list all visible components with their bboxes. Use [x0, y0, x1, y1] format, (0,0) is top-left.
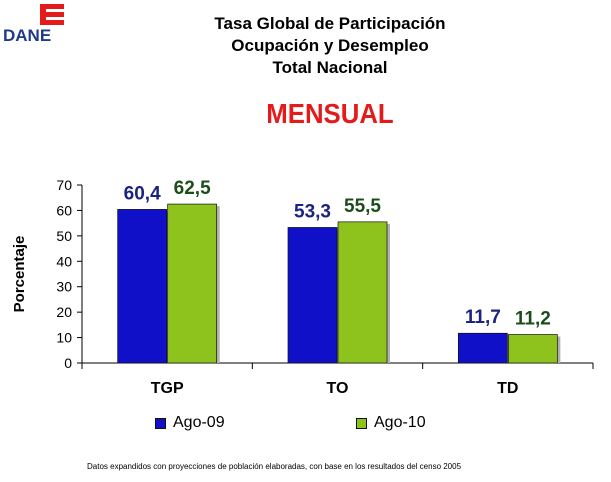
y-tick-label: 20: [56, 304, 72, 320]
chart-subtitle: MENSUAL: [266, 98, 394, 129]
data-label: 53,3: [294, 201, 331, 222]
data-label: 62,5: [174, 178, 211, 199]
y-tick-label: 10: [56, 330, 72, 346]
x-tick-label: TO: [327, 380, 349, 397]
data-label: 60,4: [124, 183, 161, 204]
y-tick-label: 0: [64, 355, 72, 371]
bar-tgp-ago-10: [167, 203, 218, 364]
bar-td-ago-09: [457, 332, 508, 364]
bar-tgp-ago-09: [117, 209, 168, 364]
y-tick-label: 60: [56, 202, 72, 218]
chart-title-line-1: Tasa Global de Participación: [214, 14, 446, 33]
bar-to-ago-09: [287, 227, 338, 364]
chart-title-line-2: Ocupación y Desempleo: [231, 36, 429, 55]
chart-title-line-3: Total Nacional: [272, 58, 388, 77]
legend-swatch-ago-10: [356, 417, 367, 429]
bar-td-ago-10: [507, 334, 558, 364]
svg-text:DANE: DANE: [3, 26, 51, 44]
legend-label-ago-09: Ago-09: [173, 414, 225, 431]
data-label: 11,7: [465, 307, 501, 328]
legend-item-ago-09: Ago-09: [155, 413, 225, 433]
y-tick-label: 70: [56, 177, 72, 193]
data-label: 55,5: [344, 196, 381, 217]
legend-swatch-ago-09: [155, 417, 166, 429]
y-tick-label: 50: [56, 228, 72, 244]
y-axis-label: Porcentaje: [11, 236, 28, 313]
x-tick-label: TGP: [151, 380, 184, 397]
y-tick-label: 30: [56, 279, 72, 295]
dane-logo: DANE: [3, 4, 64, 44]
bar-to-ago-10: [337, 221, 388, 364]
x-tick-label: TD: [497, 380, 518, 397]
legend-label-ago-10: Ago-10: [374, 414, 426, 431]
footnote: Datos expandidos con proyecciones de pob…: [87, 462, 462, 471]
data-label: 11,2: [515, 309, 551, 330]
legend-item-ago-10: Ago-10: [356, 413, 426, 433]
y-tick-label: 40: [56, 253, 72, 269]
